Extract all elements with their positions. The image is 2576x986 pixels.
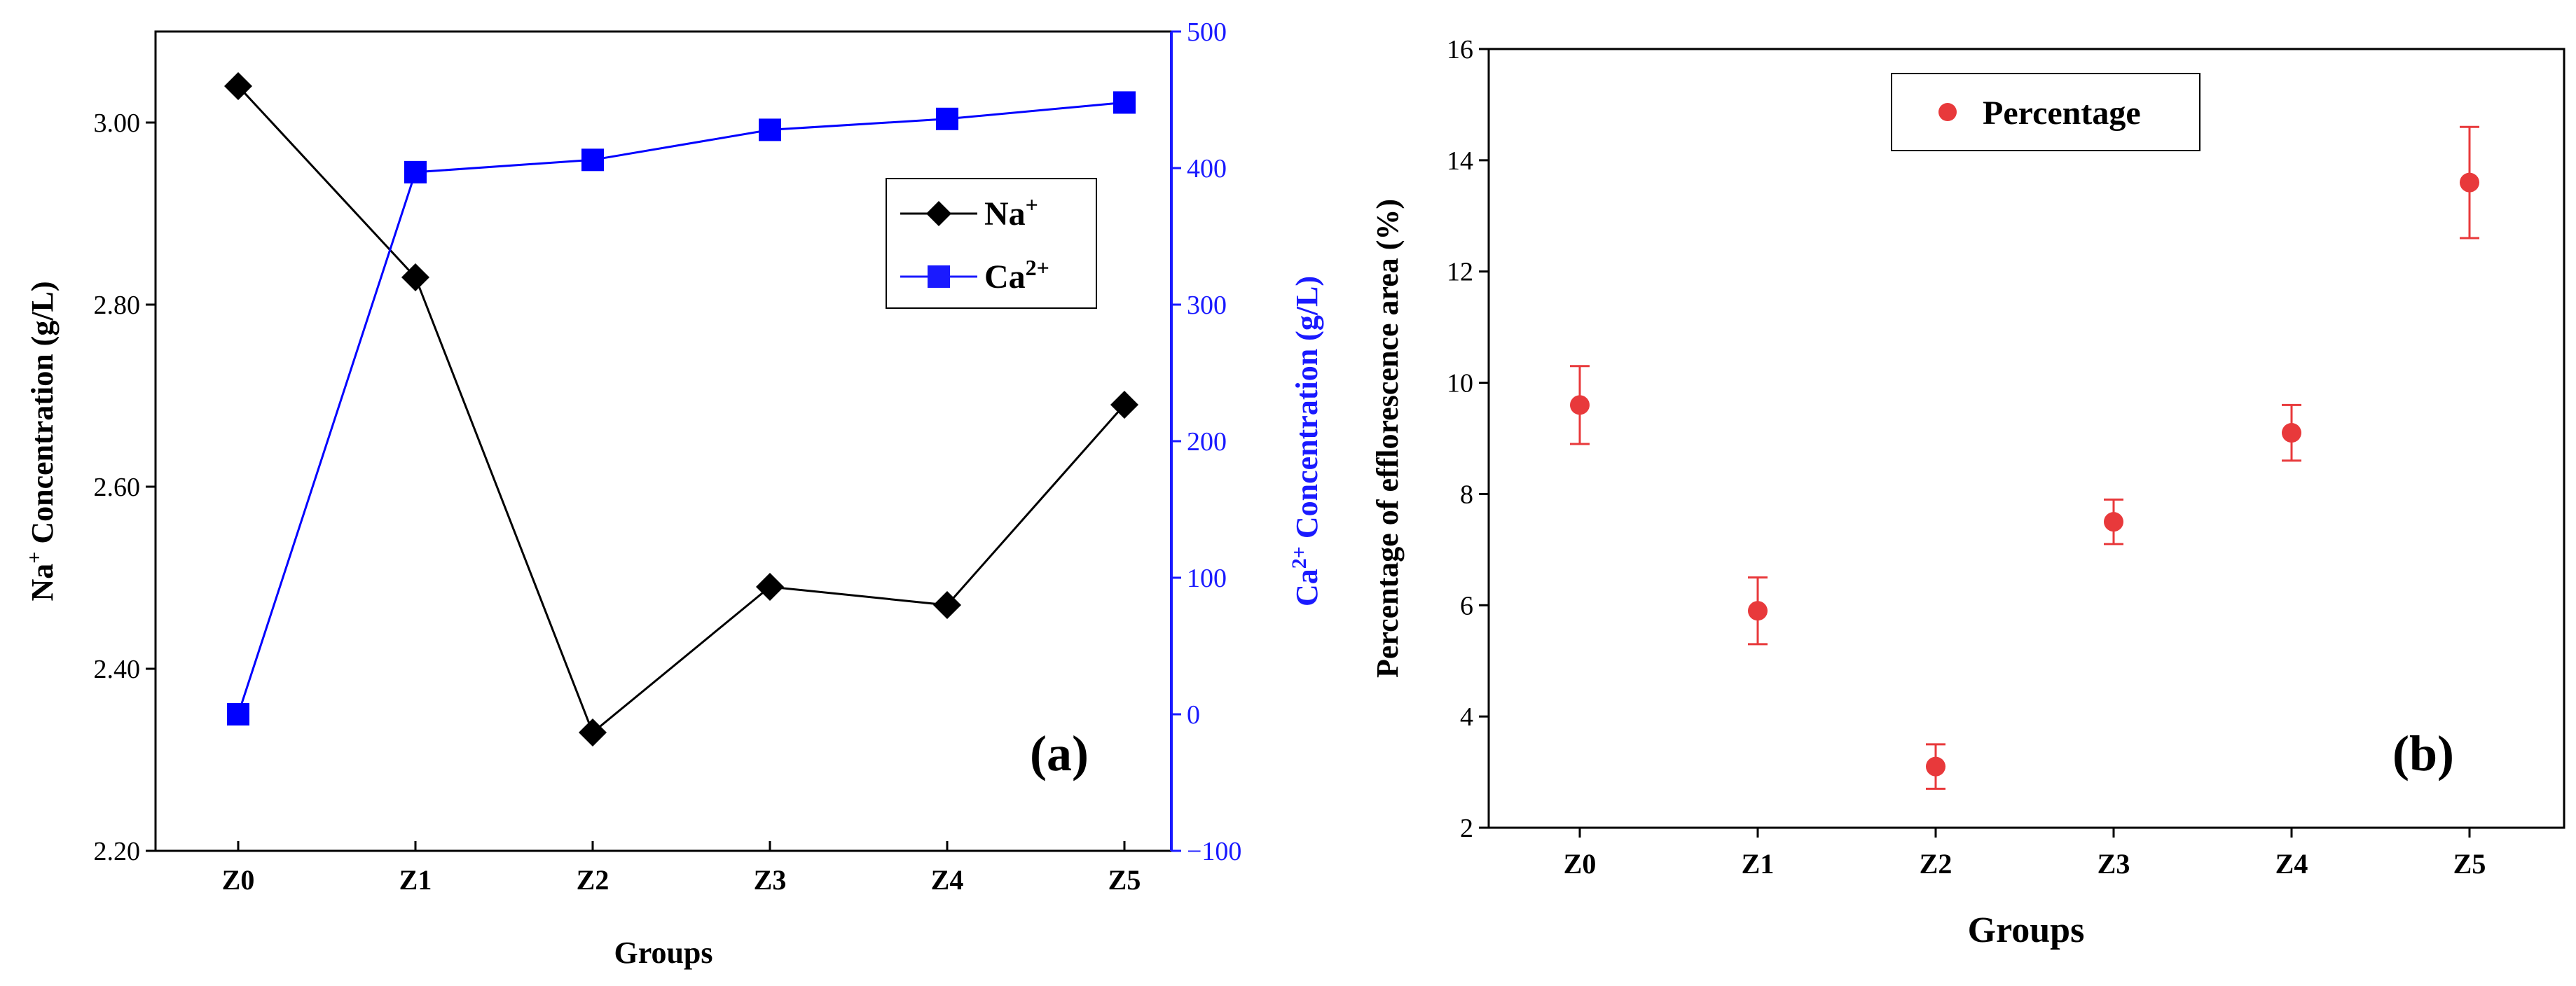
b-y-tick-label: 2	[1460, 814, 1473, 843]
panel-b-y-ticks: 2 4 6 8 10 12 14 16	[1447, 35, 1489, 843]
ca-point	[404, 160, 427, 183]
panel-b-xlabel: Groups	[1968, 910, 2085, 950]
right-tick-label: 300	[1187, 291, 1227, 320]
panel-b-series	[1570, 125, 2479, 790]
panel-b-x-ticks: Z0 Z1 Z2 Z3 Z4 Z5	[1564, 828, 2486, 880]
legend-ca-label: Ca2+	[984, 255, 1049, 296]
na-point	[933, 591, 961, 619]
percentage-point	[1570, 395, 1590, 415]
right-tick-label: 200	[1187, 427, 1227, 457]
ca-series-line	[237, 101, 1125, 715]
b-x-tick-label: Z4	[2275, 848, 2308, 880]
legend-na-label: Na+	[984, 192, 1038, 232]
left-tick-label: 3.00	[94, 109, 141, 138]
na-series-line	[237, 85, 1126, 735]
na-point	[579, 718, 607, 747]
panel-a-xlabel: Groups	[614, 936, 712, 970]
b-y-tick-label: 6	[1460, 591, 1473, 620]
b-y-tick-label: 8	[1460, 480, 1473, 509]
percentage-point	[2104, 512, 2123, 532]
left-tick-label: 2.80	[94, 291, 141, 320]
x-tick-label: Z3	[754, 864, 787, 896]
b-x-tick-label: Z3	[2098, 848, 2130, 880]
right-tick-label: 100	[1187, 564, 1227, 593]
percentage-point	[1748, 601, 1768, 621]
panel-a-plot-frame	[154, 30, 1173, 852]
right-tick-label: 400	[1187, 154, 1227, 183]
right-tick-label: −100	[1187, 837, 1241, 866]
panel-a-ylabel-left: Na+ Concentration (g/L)	[23, 281, 60, 601]
x-tick-label: Z0	[222, 864, 255, 896]
legend-na-marker	[926, 201, 951, 226]
panel-a-ylabel-right: Ca2+ Concentration (g/L)	[1288, 276, 1324, 606]
na-point	[224, 72, 252, 100]
panel-a-legend-box	[886, 178, 1097, 309]
b-x-tick-label: Z0	[1564, 848, 1597, 880]
panel-a-right-ticks: −100 0 100 200 300 400 500	[1171, 18, 1241, 866]
panel-b-ylabel: Percentage of efflorescence area (%)	[1370, 199, 1405, 678]
legend-percentage-marker	[1938, 103, 1957, 121]
na-point	[1110, 391, 1138, 419]
panel-a-legend: Na+ Ca2+	[886, 178, 1097, 309]
left-tick-label: 2.40	[94, 655, 141, 684]
panel-a-left-ticks: 2.20 2.40 2.60 2.80 3.00	[94, 109, 156, 866]
right-tick-label: 500	[1187, 18, 1227, 47]
b-y-tick-label: 4	[1460, 702, 1473, 732]
b-y-tick-label: 10	[1447, 369, 1473, 398]
panel-b-plot-frame	[1487, 48, 2565, 829]
panel-a-series	[224, 72, 1138, 747]
panel-a-x-ticks: Z0 Z1 Z2 Z3 Z4 Z5	[222, 841, 1141, 896]
b-y-tick-label: 16	[1447, 35, 1473, 64]
panel-a-label: (a)	[1030, 725, 1089, 782]
right-tick-label: 0	[1187, 700, 1200, 730]
x-tick-label: Z2	[577, 864, 609, 896]
b-x-tick-label: Z2	[1920, 848, 1952, 880]
left-tick-label: 2.60	[94, 473, 141, 502]
b-y-tick-label: 14	[1447, 146, 1473, 176]
percentage-point	[2282, 423, 2301, 443]
percentage-point	[2460, 172, 2479, 193]
na-point	[401, 263, 429, 291]
x-tick-label: Z1	[399, 864, 432, 896]
ca-point	[1113, 91, 1136, 114]
legend-ca-marker	[928, 265, 950, 288]
b-x-tick-label: Z5	[2453, 848, 2486, 880]
panel-b-legend: Percentage	[1891, 73, 2200, 151]
b-x-tick-label: Z1	[1742, 848, 1775, 880]
ca-point	[936, 107, 958, 130]
ca-point	[759, 118, 781, 141]
na-point	[756, 573, 784, 601]
b-y-tick-label: 12	[1447, 258, 1473, 287]
ca-point	[581, 148, 604, 172]
x-tick-label: Z4	[931, 864, 964, 896]
percentage-point	[1926, 756, 1945, 777]
panel-a: 2.20 2.40 2.60 2.80 3.00 −100 0 100 200 300 400 50…	[23, 18, 1324, 970]
legend-percentage-label: Percentage	[1983, 95, 2141, 132]
ca-point	[227, 703, 249, 725]
panel-b-label: (b)	[2392, 725, 2454, 782]
x-tick-label: Z5	[1108, 864, 1141, 896]
panel-b: 2 4 6 8 10 12 14 16 Z0 Z1 Z2 Z3 Z4 Z5 Groups Percent…	[1370, 35, 2565, 950]
left-tick-label: 2.20	[94, 837, 141, 866]
